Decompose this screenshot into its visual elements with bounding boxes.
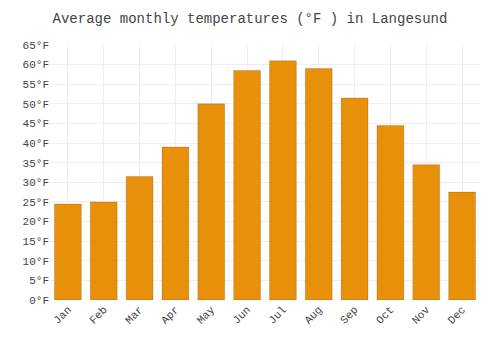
svg-text:Mar: Mar: [123, 304, 145, 326]
svg-text:15°F: 15°F: [23, 236, 49, 248]
svg-text:Feb: Feb: [87, 304, 109, 326]
svg-text:Sep: Sep: [338, 304, 360, 326]
svg-text:40°F: 40°F: [23, 138, 49, 150]
svg-text:Jan: Jan: [51, 304, 73, 326]
svg-text:Jul: Jul: [266, 304, 288, 326]
svg-text:65°F: 65°F: [23, 40, 49, 52]
svg-text:10°F: 10°F: [23, 256, 49, 268]
svg-text:20°F: 20°F: [23, 216, 49, 228]
svg-text:Average monthly temperatures (: Average monthly temperatures (°F ) in La…: [53, 11, 448, 27]
svg-text:May: May: [195, 304, 218, 327]
svg-text:55°F: 55°F: [23, 79, 49, 91]
svg-text:Apr: Apr: [159, 304, 181, 326]
svg-text:60°F: 60°F: [23, 59, 49, 71]
svg-text:25°F: 25°F: [23, 197, 49, 209]
svg-text:5°F: 5°F: [29, 275, 49, 287]
svg-text:45°F: 45°F: [23, 118, 49, 130]
svg-text:Jun: Jun: [231, 304, 253, 326]
svg-text:0°F: 0°F: [29, 295, 49, 307]
svg-text:Aug: Aug: [302, 304, 324, 326]
svg-text:Dec: Dec: [446, 304, 468, 326]
svg-text:30°F: 30°F: [23, 177, 49, 189]
svg-text:Nov: Nov: [410, 304, 433, 327]
svg-text:35°F: 35°F: [23, 158, 49, 170]
svg-text:Oct: Oct: [374, 304, 396, 326]
svg-text:50°F: 50°F: [23, 99, 49, 111]
